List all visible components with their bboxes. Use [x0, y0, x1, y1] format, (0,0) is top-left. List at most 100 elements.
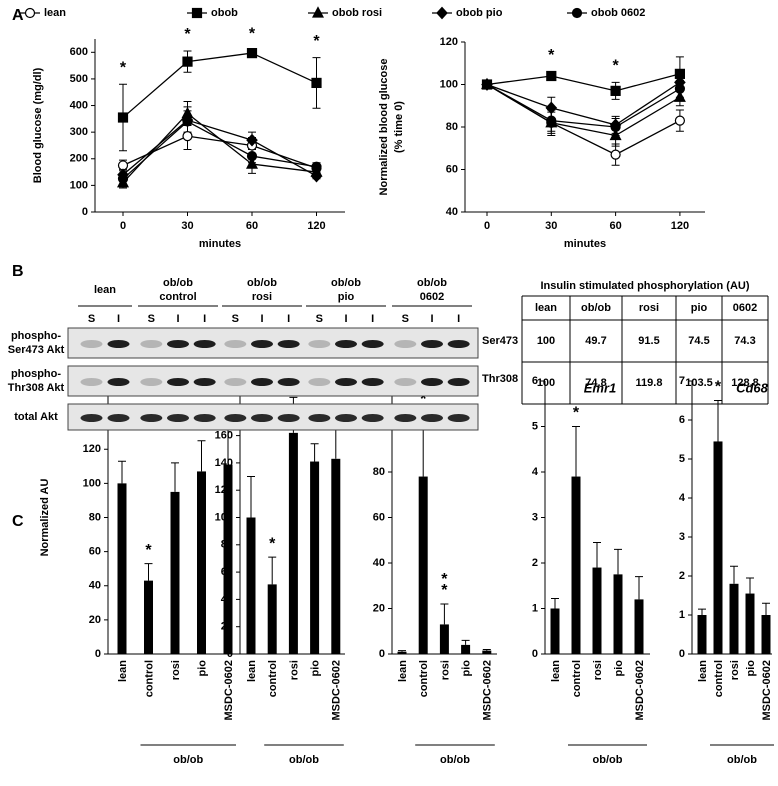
bar — [592, 567, 602, 654]
blot-band — [447, 340, 470, 348]
bar — [550, 608, 560, 654]
series-line — [122, 120, 317, 180]
marker — [117, 173, 129, 184]
y-tick-label: 400 — [70, 99, 88, 111]
x-axis-label: minutes — [564, 238, 606, 250]
blot-band — [394, 378, 417, 386]
x-tick-label: control — [418, 660, 430, 697]
bar — [223, 464, 233, 654]
group-header: 0602 — [420, 291, 444, 303]
significance-star: * — [313, 33, 320, 50]
panel-label: B — [12, 263, 24, 280]
x-tick-label: MSDC-0602 — [331, 660, 343, 721]
blot-band — [251, 414, 273, 422]
error-bar — [247, 476, 255, 518]
marker — [312, 6, 324, 18]
y-tick-label: 40 — [373, 557, 385, 569]
x-tick-label: rosi — [170, 660, 182, 680]
error-bar — [572, 426, 580, 477]
group-label: ob/ob — [173, 754, 203, 766]
lane-label: S — [88, 313, 95, 325]
table-cell: 74.8 — [585, 377, 606, 389]
x-tick-label: control — [571, 660, 583, 697]
table-cell: 103.5 — [685, 377, 713, 389]
group-header: control — [159, 291, 196, 303]
error-bar — [482, 648, 491, 651]
bar — [397, 651, 407, 654]
marker — [246, 151, 258, 162]
y-tick-label: 80 — [221, 539, 233, 551]
marker — [571, 7, 583, 19]
blot-band — [277, 378, 300, 386]
blot-band — [193, 378, 216, 386]
y-tick-label: 120 — [83, 443, 101, 455]
y-tick-label: 1 — [532, 602, 538, 614]
error-bar — [635, 576, 643, 600]
y-tick-label: 100 — [70, 179, 88, 191]
error-bar — [746, 577, 754, 594]
y-tick-label: 40 — [221, 593, 233, 605]
marker — [24, 7, 36, 19]
x-tick-label: MSDC-0602 — [761, 660, 773, 721]
legend-label: obob — [211, 7, 238, 19]
group-header: ob/ob — [417, 277, 447, 289]
bar — [571, 476, 581, 654]
table-cell: 100 — [537, 377, 555, 389]
series-line — [486, 73, 681, 92]
y-tick-label: 2 — [679, 570, 685, 582]
marker — [673, 90, 686, 102]
blot-band — [140, 378, 163, 386]
group-header: pio — [338, 291, 355, 303]
y-tick-label: 0 — [379, 648, 385, 660]
marker — [610, 121, 621, 133]
y-tick-label: 80 — [446, 121, 458, 133]
table-header: pio — [691, 302, 708, 314]
bar — [729, 583, 739, 654]
bar — [745, 593, 755, 654]
table-cell: 100 — [537, 335, 555, 347]
significance-star: * — [145, 542, 152, 559]
error-bar — [118, 460, 126, 484]
x-tick-label: pio — [196, 660, 208, 677]
y-tick-label: 20 — [373, 602, 385, 614]
y-tick-label: 200 — [70, 153, 88, 165]
error-bar — [698, 608, 706, 615]
x-tick-label: 0 — [120, 220, 126, 232]
marker — [311, 77, 322, 89]
blot-band — [251, 340, 273, 348]
significance-star: * — [715, 379, 722, 396]
group-header: ob/ob — [331, 277, 361, 289]
table-cell: 119.8 — [636, 377, 663, 389]
blot-band — [394, 340, 417, 348]
x-tick-label: lean — [550, 660, 562, 682]
bar — [761, 615, 771, 654]
blot-band — [140, 414, 163, 422]
error-bar — [398, 650, 406, 652]
blot-band — [167, 340, 189, 348]
significance-star: * — [249, 26, 256, 43]
x-tick-label: control — [143, 660, 155, 697]
x-axis-label: minutes — [199, 238, 241, 250]
group-header: lean — [94, 284, 116, 296]
error-bar — [762, 602, 770, 615]
blot-band — [447, 414, 470, 422]
group-label: ob/ob — [727, 754, 757, 766]
blot-band — [167, 378, 189, 386]
blot-band — [335, 378, 357, 386]
blot-band — [251, 378, 273, 386]
blot-band — [80, 378, 103, 386]
x-tick-label: 120 — [671, 220, 689, 232]
marker — [610, 149, 621, 160]
marker — [546, 115, 557, 126]
y-tick-label: 100 — [83, 477, 101, 489]
lane-label: S — [316, 313, 323, 325]
blot-band — [308, 340, 331, 348]
marker — [246, 133, 258, 147]
blot-band — [80, 414, 103, 422]
y-tick-label: 300 — [70, 126, 88, 138]
lane-label: I — [457, 313, 460, 325]
blot-strip — [67, 365, 479, 397]
x-tick-label: lean — [246, 660, 258, 682]
y-tick-label: 60 — [89, 546, 101, 558]
error-bar — [144, 563, 153, 581]
